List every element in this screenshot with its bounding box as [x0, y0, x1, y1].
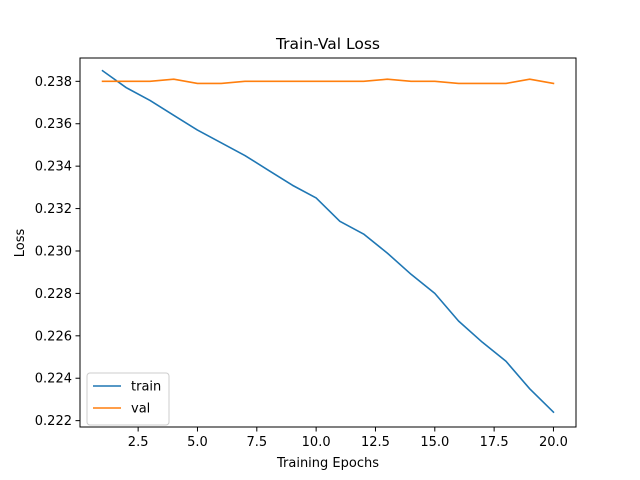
y-tick-label: 0.226 — [35, 329, 72, 344]
x-tick-label: 17.5 — [480, 435, 509, 450]
x-axis-label: Training Epochs — [276, 456, 379, 471]
legend: train val — [86, 372, 170, 426]
x-tick-label: 12.5 — [361, 435, 390, 450]
series-line-val — [101, 78, 555, 85]
series-layer — [101, 69, 555, 414]
y-tick-label: 0.238 — [35, 75, 72, 90]
y-axis-label: Loss — [13, 229, 28, 258]
chart-title: Train-Val Loss — [275, 35, 380, 53]
x-tick-label: 10.0 — [302, 435, 331, 450]
y-tick-label: 0.228 — [35, 287, 72, 302]
y-tick-label: 0.236 — [35, 117, 72, 132]
y-tick-label: 0.232 — [35, 202, 72, 217]
x-tick-label: 15.0 — [420, 435, 449, 450]
x-tick-label: 2.5 — [128, 435, 149, 450]
y-tick-label: 0.230 — [35, 244, 72, 259]
legend-label-train: train — [131, 380, 161, 395]
y-tick-label: 0.222 — [35, 414, 72, 429]
tick-layer: 2.5 5.0 7.5 10.0 12.5 15.0 17.5 20.0 0.222 0.224 0… — [35, 75, 568, 450]
x-tick-label: 20.0 — [539, 435, 568, 450]
x-tick-label: 5.0 — [187, 435, 208, 450]
series-line-train — [101, 69, 555, 414]
legend-label-val: val — [131, 402, 150, 417]
x-tick-label: 7.5 — [246, 435, 267, 450]
y-tick-label: 0.234 — [35, 160, 72, 175]
plot-area-frame — [79, 57, 577, 428]
y-tick-label: 0.224 — [35, 372, 72, 387]
